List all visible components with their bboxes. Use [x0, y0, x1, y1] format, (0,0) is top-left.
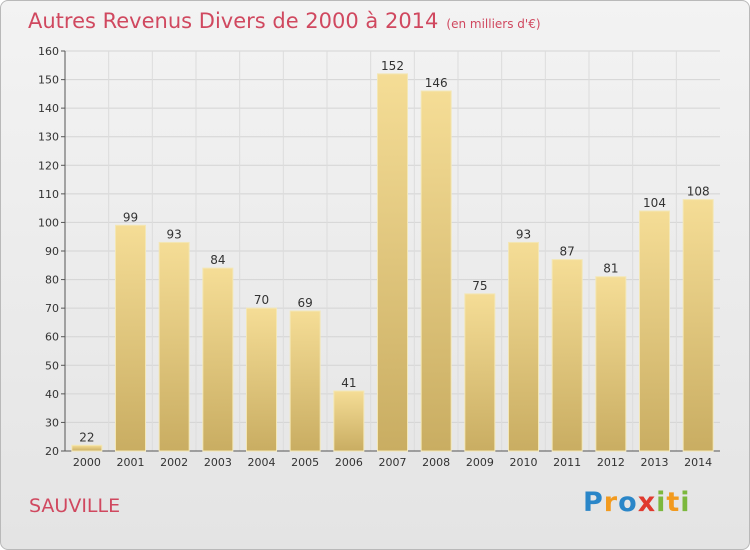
bar [595, 276, 627, 452]
y-tick-label: 70 [45, 302, 59, 315]
y-tick-label: 150 [38, 74, 59, 87]
logo-letter: x [637, 487, 657, 518]
chart-unit: (en milliers d'€) [446, 17, 541, 31]
axes: 20 30 40 50 60 70 80 90 100 110 120 130 140 150 160 200… [38, 45, 720, 469]
y-tick-label: 110 [38, 188, 59, 201]
y-tick-label: 160 [38, 45, 59, 58]
logo-letter: i [680, 487, 691, 518]
y-tick-label: 130 [38, 131, 59, 144]
y-tick-label: 120 [38, 159, 59, 172]
chart-title-text: Autres Revenus Divers de 2000 à 2014 [28, 9, 439, 33]
bar [115, 224, 146, 452]
value-label: 41 [341, 376, 356, 390]
y-tick-label: 30 [45, 416, 59, 429]
bar [246, 307, 277, 452]
value-label: 104 [643, 196, 666, 210]
value-labels: 22 99 93 84 70 69 41 152 146 75 93 87 81 104 108 [79, 59, 709, 444]
x-tick-label: 2004 [248, 456, 276, 469]
x-tick-label: 2005 [291, 456, 319, 469]
value-label: 87 [560, 245, 575, 259]
y-tick-label: 20 [45, 445, 59, 458]
x-tick-label: 2001 [117, 456, 145, 469]
x-tick-label: 2012 [597, 456, 625, 469]
value-label: 93 [167, 227, 182, 241]
bars [71, 73, 714, 452]
logo-letter: o [618, 487, 638, 518]
x-tick-label: 2002 [160, 456, 188, 469]
bar [682, 199, 714, 452]
chart-title: Autres Revenus Divers de 2000 à 2014 (en … [28, 9, 541, 33]
y-tick-label: 100 [38, 216, 59, 229]
x-tick-label: 2006 [335, 456, 363, 469]
value-label: 81 [603, 262, 618, 276]
bar [508, 241, 539, 452]
logo-letter: r [603, 487, 619, 518]
bar [71, 444, 103, 452]
bar [420, 90, 452, 452]
y-tick-label: 140 [38, 102, 59, 115]
x-tick-label: 2010 [510, 456, 538, 469]
bar [464, 293, 496, 452]
value-label: 75 [472, 279, 487, 293]
y-tick-label: 90 [45, 245, 59, 258]
value-label: 99 [123, 210, 138, 224]
bar [551, 259, 583, 452]
value-label: 152 [381, 59, 404, 73]
x-tick-label: 2007 [379, 456, 407, 469]
value-label: 69 [298, 296, 313, 310]
value-label: 108 [687, 185, 710, 199]
bar [158, 241, 190, 452]
logo-letter: P [583, 487, 604, 518]
x-tick-label: 2011 [553, 456, 581, 469]
logo-letter: i [656, 487, 667, 518]
proxiti-logo[interactable]: Proxiti [583, 487, 691, 518]
value-label: 84 [210, 253, 225, 267]
value-label: 70 [254, 293, 269, 307]
x-tick-label: 2008 [422, 456, 450, 469]
x-tick-label: 2014 [684, 456, 712, 469]
logo-letter: t [666, 487, 681, 518]
bar [202, 267, 234, 452]
bar [289, 310, 321, 452]
bar [377, 73, 408, 452]
x-tick-label: 2003 [204, 456, 232, 469]
bar [333, 390, 365, 452]
y-tick-label: 50 [45, 359, 59, 372]
town-name: SAUVILLE [29, 495, 121, 517]
bar [639, 210, 670, 452]
y-tick-label: 60 [45, 331, 59, 344]
value-label: 146 [425, 76, 448, 90]
value-label: 93 [516, 227, 531, 241]
y-tick-label: 40 [45, 388, 59, 401]
x-tick-label: 2013 [641, 456, 669, 469]
x-tick-label: 2000 [73, 456, 101, 469]
y-tick-label: 80 [45, 274, 59, 287]
x-tick-label: 2009 [466, 456, 494, 469]
value-label: 22 [79, 430, 94, 444]
